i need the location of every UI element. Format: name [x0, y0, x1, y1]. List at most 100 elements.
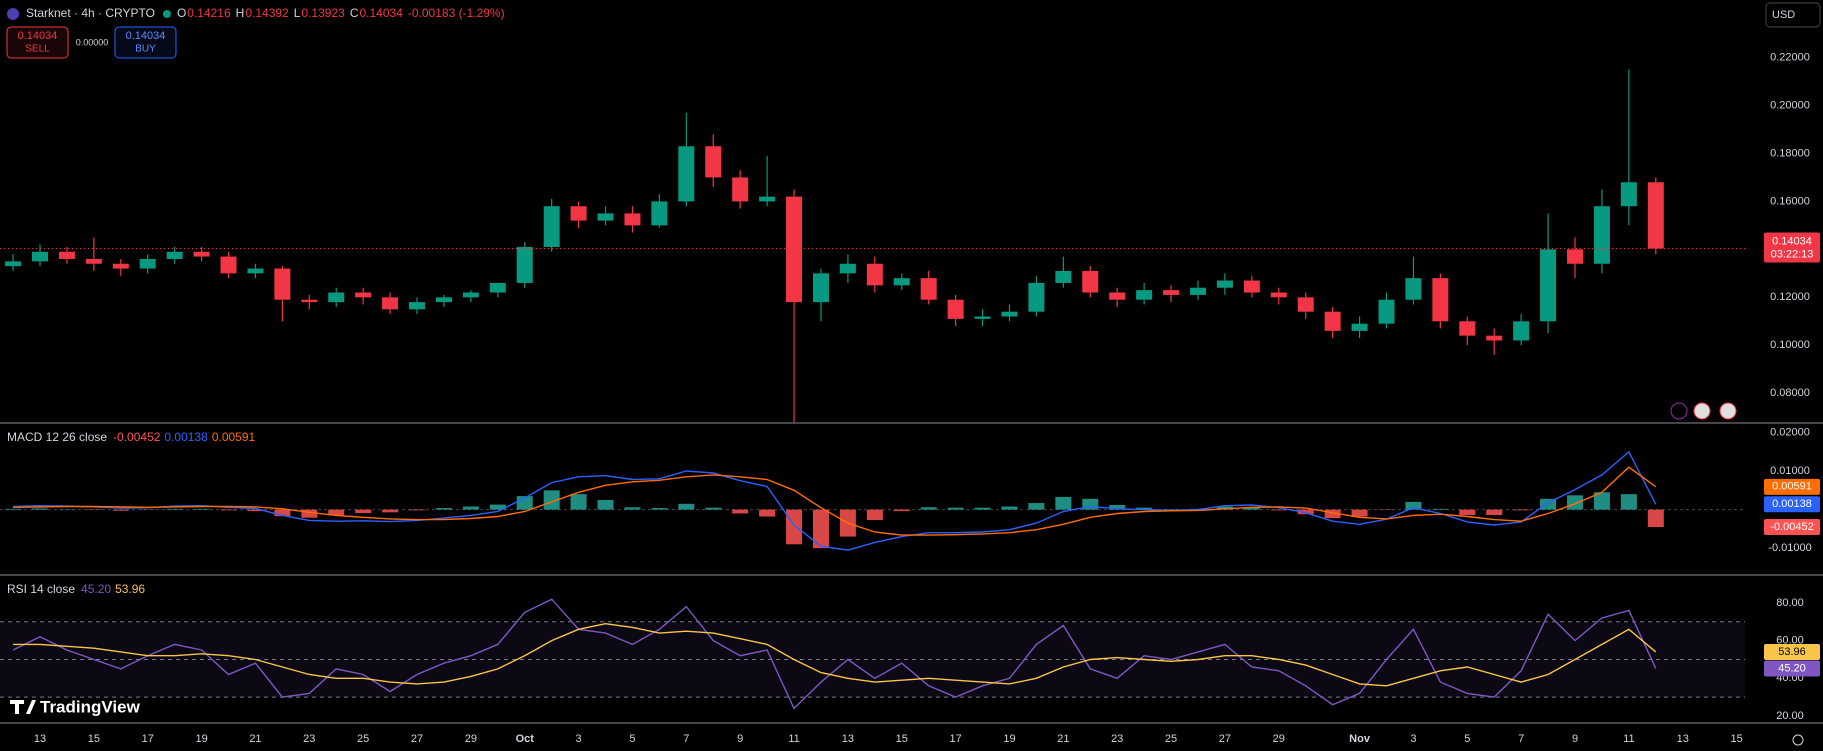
- candle-body: [1459, 321, 1476, 336]
- y-tick-label: -0.01000: [1768, 542, 1811, 554]
- x-tick-label: 19: [195, 733, 207, 745]
- y-tick-label: 60.00: [1776, 635, 1804, 647]
- histogram-bar: [624, 507, 641, 510]
- histogram-bar: [5, 508, 22, 510]
- histogram-bar: [812, 509, 829, 549]
- candle-body: [1136, 290, 1153, 300]
- x-tick-label: 5: [629, 733, 635, 745]
- histogram-bar: [678, 503, 695, 510]
- candle-body: [1028, 282, 1045, 312]
- buy-label: BUY: [135, 44, 156, 55]
- sell-price: 0.14034: [18, 30, 58, 42]
- event-icon[interactable]: [1670, 402, 1688, 420]
- x-tick-label: 11: [1623, 733, 1634, 745]
- candle-body: [1216, 280, 1233, 288]
- candle-body: [812, 273, 829, 303]
- candle-body: [58, 251, 75, 259]
- price-change: -0.00183 (-1.29%): [408, 6, 505, 20]
- candle-body: [139, 258, 156, 269]
- histogram-bar: [1136, 507, 1153, 510]
- histogram-bar: [1055, 496, 1072, 510]
- event-icon[interactable]: [1693, 402, 1711, 420]
- ohlc-label: C: [350, 6, 359, 20]
- histogram-bar: [462, 506, 479, 510]
- histogram-bar: [705, 507, 722, 510]
- histogram-bar: [1001, 506, 1018, 510]
- candle-body: [1189, 287, 1206, 295]
- histogram-bar: [1351, 509, 1368, 517]
- histogram-bar: [893, 509, 910, 512]
- currency: USD: [1772, 9, 1795, 21]
- series-line: [13, 450, 1657, 551]
- candle-body: [516, 246, 533, 283]
- x-tick-label: 25: [1165, 733, 1177, 745]
- candle-body: [1567, 249, 1584, 264]
- x-tick-label: 19: [1003, 733, 1015, 745]
- buy-price: 0.14034: [126, 30, 166, 42]
- candle-body: [1405, 278, 1422, 300]
- histogram-bar: [866, 509, 883, 521]
- settings-icon[interactable]: [1792, 734, 1804, 746]
- histogram-bar: [112, 509, 129, 511]
- histogram-bar: [1109, 504, 1126, 510]
- last-price-tag: 0.14034: [1772, 235, 1812, 247]
- x-tick-label: 23: [1111, 733, 1123, 745]
- candle-body: [651, 201, 668, 226]
- x-tick-label: 25: [357, 733, 369, 745]
- sell-button[interactable]: [6, 26, 69, 59]
- x-tick-label: 27: [1219, 733, 1231, 745]
- buy-button[interactable]: [114, 26, 177, 59]
- candle-body: [705, 146, 722, 178]
- indicator-tag: 53.96: [1778, 646, 1806, 658]
- x-tick-label: 21: [249, 733, 261, 745]
- x-tick-label: 15: [1730, 733, 1742, 745]
- histogram-bar: [1486, 509, 1503, 516]
- histogram-bar: [247, 509, 264, 512]
- candle-body: [274, 268, 291, 300]
- currency-button[interactable]: [1765, 2, 1821, 28]
- histogram-bar: [328, 509, 345, 516]
- x-tick-label: 13: [1677, 733, 1689, 745]
- candle-body: [1082, 270, 1099, 293]
- candle-body: [1163, 290, 1180, 295]
- ohlc-value: 0.14216: [187, 6, 231, 20]
- histogram-bar: [1513, 509, 1530, 511]
- candle-body: [759, 196, 776, 202]
- histogram-bar: [947, 507, 964, 510]
- candle-body: [1270, 292, 1287, 298]
- histogram-bar: [32, 508, 48, 510]
- last-price-tag-bg: [1764, 232, 1820, 263]
- histogram-bar: [1567, 495, 1584, 510]
- histogram-bar: [1028, 503, 1045, 510]
- y-tick-label: 0.02000: [1770, 426, 1810, 438]
- indicator-tag: 45.20: [1778, 662, 1806, 674]
- candle-body: [409, 302, 426, 310]
- histogram-bar: [786, 509, 803, 545]
- candle-body: [920, 278, 937, 300]
- logo-icon: [10, 700, 36, 714]
- x-tick-label: Oct: [516, 733, 535, 745]
- histogram-bar: [220, 509, 237, 511]
- candle-body: [1001, 311, 1018, 317]
- histogram-bar: [1082, 498, 1099, 510]
- candles: [5, 69, 1664, 422]
- candle-body: [678, 146, 695, 202]
- histogram-bar: [543, 490, 560, 510]
- histogram-bar: [651, 508, 668, 510]
- candle-body: [866, 263, 883, 286]
- indicator-value: 45.20: [81, 582, 111, 596]
- y-tick-label: 0.18000: [1770, 147, 1810, 159]
- candle-body: [193, 251, 210, 257]
- histogram-bar: [274, 509, 291, 517]
- y-tick-label: 0.12000: [1770, 291, 1810, 303]
- x-tick-label: 3: [1410, 733, 1416, 745]
- x-tick-label: 9: [1572, 733, 1578, 745]
- series-line: [12, 598, 1657, 710]
- candle-body: [1378, 299, 1395, 324]
- event-icon[interactable]: [1719, 402, 1737, 420]
- indicator-title: RSI 14 close: [7, 582, 75, 596]
- x-tick-label: 13: [34, 733, 46, 745]
- x-tick-label: 13: [842, 733, 854, 745]
